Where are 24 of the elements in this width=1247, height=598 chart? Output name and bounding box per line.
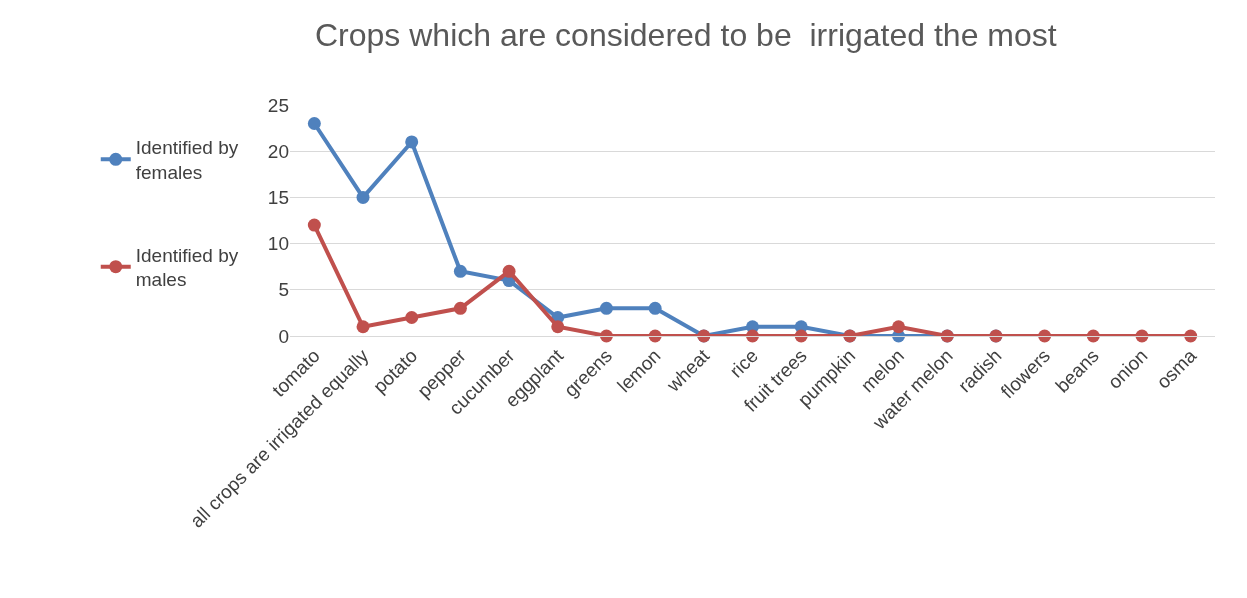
- x-tick-label: rice: [725, 345, 763, 382]
- point: [551, 320, 565, 334]
- point: [599, 301, 613, 315]
- point: [746, 329, 759, 343]
- point: [453, 264, 467, 278]
- point: [356, 320, 370, 334]
- chart-title: Crops which are considered to be irrigated the most: [315, 17, 1057, 54]
- legend-label: Identified by females: [135, 137, 239, 184]
- point: [453, 301, 467, 315]
- point: [356, 190, 370, 204]
- y-tick-label: 0: [278, 325, 289, 347]
- point: [405, 135, 419, 149]
- y-tick-label: 10: [267, 233, 289, 255]
- point: [405, 311, 419, 325]
- y-tick-label: 25: [267, 94, 289, 116]
- y-tick-label: 15: [267, 187, 289, 209]
- point: [502, 264, 516, 278]
- point: [307, 116, 321, 130]
- point: [892, 320, 906, 334]
- y-tick-label: 20: [267, 140, 289, 162]
- y-tick-label: 5: [278, 279, 289, 301]
- point: [648, 301, 662, 315]
- legend-label: Identified by males: [135, 244, 239, 291]
- point: [307, 218, 321, 232]
